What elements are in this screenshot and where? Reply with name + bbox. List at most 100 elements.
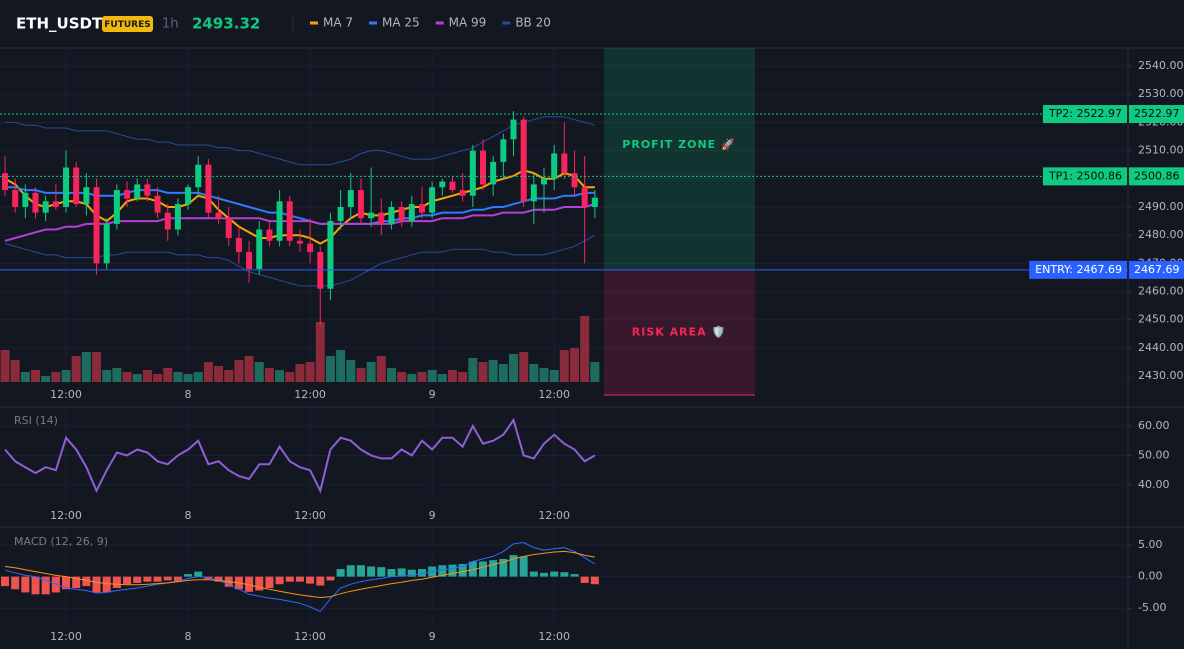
candle-body <box>469 150 476 196</box>
volume-bar <box>51 372 61 382</box>
legend-label: BB 20 <box>515 16 551 30</box>
volume-bar <box>458 372 468 382</box>
x-tick-label: 12:00 <box>50 509 82 522</box>
macd-bar <box>1 576 9 587</box>
volume-bar <box>10 360 20 382</box>
candle-body <box>52 201 59 207</box>
y-tick-label: 40.00 <box>1138 478 1170 491</box>
x-tick-label: 8 <box>185 388 192 401</box>
candle-body <box>215 212 222 219</box>
volume-bar <box>366 362 376 382</box>
candle-body <box>551 153 558 179</box>
candle-body <box>581 187 588 207</box>
macd-bar <box>265 576 274 588</box>
candle-body <box>83 187 90 205</box>
macd-bar <box>62 576 71 590</box>
y-tick-label: 2430.00 <box>1138 369 1184 382</box>
macd-bar <box>377 567 386 577</box>
volume-bar <box>325 356 335 382</box>
candle-body <box>195 164 202 188</box>
candle-body <box>439 181 446 188</box>
macd-bar <box>21 576 30 593</box>
x-tick-label: 12:00 <box>538 388 570 401</box>
macd-bar <box>133 576 142 583</box>
candle-body <box>225 218 232 238</box>
volume-bar <box>315 322 325 382</box>
candle-body <box>164 212 171 230</box>
y-tick-label: 2510.00 <box>1138 144 1184 157</box>
candle-body <box>307 243 314 253</box>
candle-body <box>185 187 192 205</box>
x-tick-label: 12:00 <box>294 630 326 643</box>
candle-body <box>12 190 19 207</box>
macd-bar <box>82 576 91 587</box>
macd-bar <box>489 560 498 577</box>
volume-bar <box>132 374 142 382</box>
volume-bar <box>285 372 295 382</box>
macd-bar <box>295 576 304 582</box>
volume-bar <box>346 360 356 382</box>
level-label-bg <box>1042 105 1127 124</box>
macd-bar <box>519 556 528 577</box>
candle-body <box>368 212 375 219</box>
macd-bar <box>356 565 365 577</box>
macd-bar <box>194 571 203 577</box>
level-label: TP2: 2522.97 <box>1048 107 1122 120</box>
macd-bar <box>255 576 264 591</box>
candle-body <box>32 192 39 213</box>
volume-bar <box>478 362 488 382</box>
macd-bar <box>184 574 193 577</box>
volume-bar <box>509 354 518 382</box>
candle-body <box>266 229 273 241</box>
macd-bar <box>346 565 355 577</box>
macd-bar <box>72 576 81 588</box>
volume-bar <box>163 368 173 382</box>
x-tick-label: 12:00 <box>50 630 82 643</box>
profit-zone <box>604 48 755 270</box>
macd-bar <box>245 576 254 592</box>
risk-zone <box>604 269 755 395</box>
macd-line <box>4 550 595 599</box>
volume-bar <box>92 352 102 382</box>
macd-bar <box>143 576 152 582</box>
volume-bar <box>549 370 559 382</box>
macd-bar <box>397 568 406 577</box>
volume-bar <box>224 370 234 382</box>
volume-bar <box>376 356 386 382</box>
level-label: ENTRY: 2467.69 <box>1035 263 1122 276</box>
candle-body <box>103 223 110 264</box>
macd-bar <box>11 576 20 590</box>
candle-body <box>347 190 354 207</box>
volume-bar <box>397 372 407 382</box>
volume-bar <box>356 368 366 382</box>
volume-bar <box>102 370 112 382</box>
candle-body <box>571 173 578 188</box>
candle-body <box>357 190 364 219</box>
candle-body <box>174 204 181 230</box>
panel-title: RSI (14) <box>14 414 58 427</box>
y-tick-label: 2480.00 <box>1138 228 1184 241</box>
x-tick-label: 12:00 <box>294 509 326 522</box>
candle-body <box>2 173 8 191</box>
volume-bar <box>468 358 478 382</box>
macd-bar <box>438 565 447 577</box>
candle-body <box>154 195 161 213</box>
candle-body <box>378 212 385 224</box>
ma-line <box>5 186 595 225</box>
candle-body <box>134 184 141 199</box>
y-tick-label: 2540.00 <box>1138 59 1184 72</box>
macd-bar <box>570 574 579 577</box>
volume-bar <box>173 372 183 382</box>
candle-body <box>93 187 100 264</box>
macd-bar <box>214 576 223 582</box>
macd-bar <box>590 576 599 585</box>
candle-body <box>490 161 497 185</box>
volume-bar <box>519 352 529 382</box>
level-label-bg <box>1042 167 1127 186</box>
macd-bar <box>458 564 467 577</box>
x-tick-label: 9 <box>429 509 436 522</box>
volume-bar <box>386 368 396 382</box>
macd-bar <box>163 576 172 581</box>
zone-label: PROFIT ZONE 🚀 <box>622 138 735 151</box>
